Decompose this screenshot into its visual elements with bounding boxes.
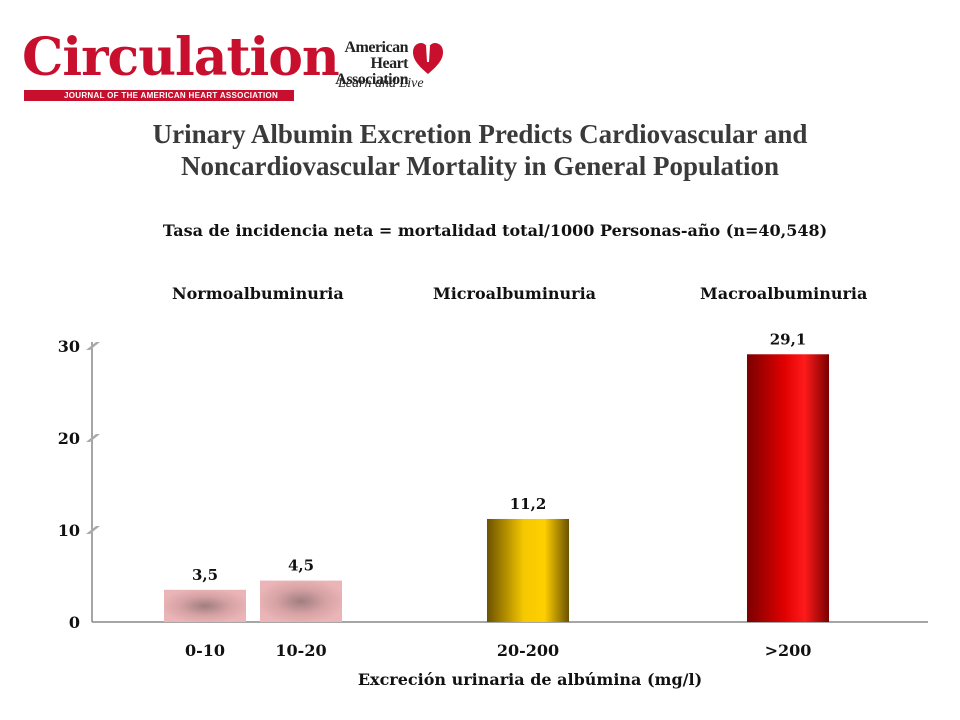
x-tick-label: 0-10 [185, 641, 225, 660]
bar-value-label: 11,2 [510, 495, 547, 513]
y-tick-label: 20 [58, 429, 80, 448]
aha-tagline: Learn and Live [338, 76, 424, 91]
chart-title: Urinary Albumin Excretion Predicts Cardi… [152, 119, 808, 181]
bar-0-10 [164, 589, 246, 622]
group-label-normoalbuminuria: Normoalbuminuria [172, 284, 344, 303]
y-tick-mark [86, 342, 100, 350]
y-tick-label: 30 [58, 337, 80, 356]
bar-value-label: 29,1 [770, 330, 807, 348]
group-label-macroalbuminuria: Macroalbuminuria [700, 284, 868, 303]
circulation-logo-tagline: JOURNAL OF THE AMERICAN HEART ASSOCIATIO… [24, 90, 294, 101]
circulation-logo: Circulation JOURNAL OF THE AMERICAN HEAR… [22, 30, 340, 102]
x-tick-label: >200 [765, 641, 812, 660]
y-tick-mark [86, 526, 100, 534]
x-axis-label: Excreción urinaria de albúmina (mg/l) [357, 670, 703, 689]
circulation-logo-text: Circulation [22, 27, 340, 88]
y-tick-label: 0 [69, 613, 80, 632]
y-tick-label: 10 [58, 521, 80, 540]
heart-torch-icon [413, 41, 443, 74]
x-tick-label: 20-200 [497, 641, 559, 660]
bar-value-label: 4,5 [288, 557, 314, 575]
aha-name: American Heart Association [335, 39, 408, 88]
bar-20-200 [487, 518, 569, 622]
group-label-microalbuminuria: Microalbuminuria [433, 284, 597, 303]
bar-200 [747, 354, 829, 622]
aha-logo: American Heart Association Learn and Liv… [308, 40, 448, 96]
bar-10-20 [260, 580, 342, 622]
chart-subtitle: Tasa de incidencia neta = mortalidad tot… [162, 221, 828, 240]
x-tick-label: 10-20 [275, 641, 326, 660]
bar-value-label: 3,5 [192, 566, 218, 584]
y-tick-mark [86, 434, 100, 442]
